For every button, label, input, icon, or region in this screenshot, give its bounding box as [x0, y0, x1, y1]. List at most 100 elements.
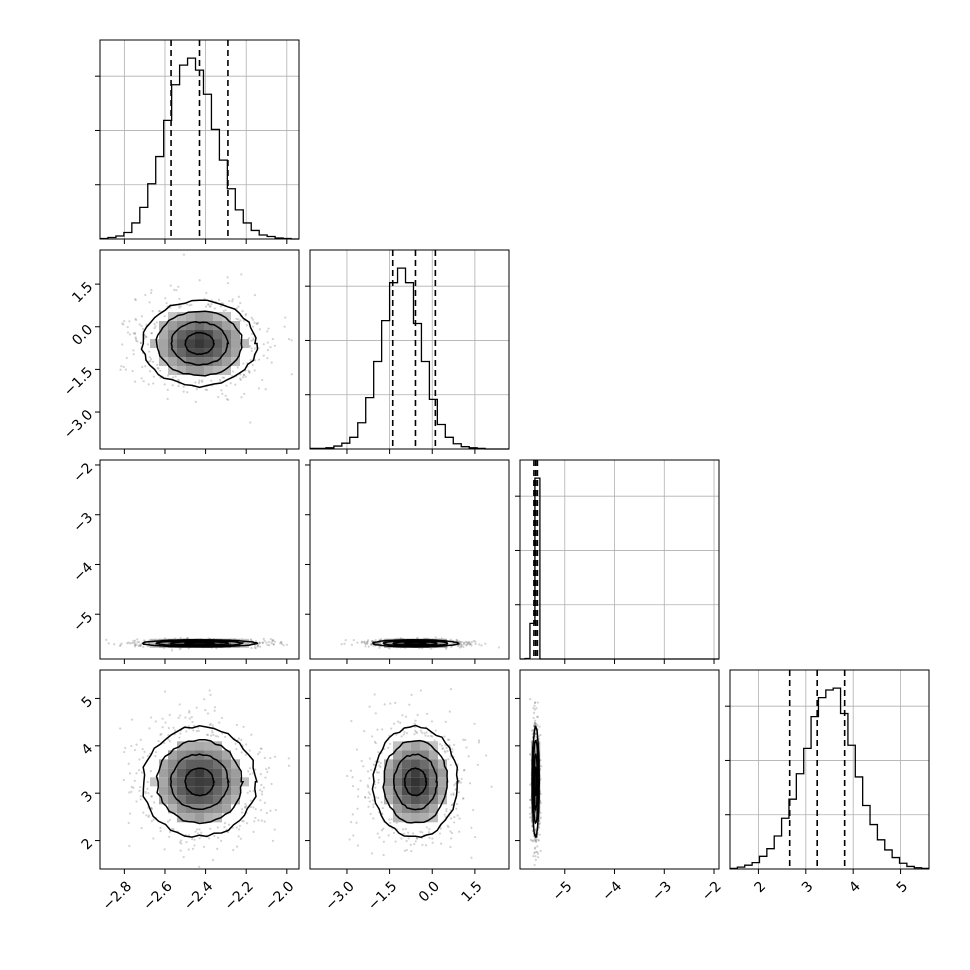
sample-point: [234, 383, 237, 386]
sample-point: [132, 786, 135, 789]
sample-point: [154, 325, 157, 328]
sample-point: [366, 784, 369, 787]
sample-point: [449, 638, 452, 641]
sample-point: [266, 349, 270, 352]
sample-point: [536, 723, 539, 727]
sample-point: [346, 774, 349, 778]
contour-level: [184, 331, 215, 356]
sample-point: [533, 851, 536, 854]
sample-point: [401, 714, 404, 717]
sample-point: [421, 731, 424, 734]
sample-point: [284, 316, 287, 319]
sample-point: [178, 703, 181, 706]
sample-point: [140, 377, 143, 380]
density-cell: [186, 777, 195, 787]
sample-point: [194, 381, 197, 384]
sample-point: [534, 839, 538, 842]
sample-point: [400, 735, 403, 738]
sample-point: [150, 806, 153, 809]
sample-point: [374, 638, 377, 642]
sample-point: [368, 757, 372, 760]
sample-point: [174, 375, 177, 378]
sample-point: [415, 837, 418, 840]
density-layer: [105, 636, 289, 652]
sample-point: [249, 421, 252, 424]
sample-point: [388, 818, 391, 821]
density-cell: [177, 357, 186, 367]
sample-point: [390, 727, 393, 730]
sample-point: [139, 341, 143, 345]
sample-point: [166, 820, 170, 823]
sample-point: [403, 832, 406, 835]
sample-point: [462, 643, 465, 646]
sample-point: [232, 848, 235, 852]
sample-point: [409, 843, 412, 846]
density-cell: [240, 777, 249, 787]
sample-point: [258, 788, 262, 792]
sample-point: [529, 752, 532, 756]
sample-point: [366, 641, 369, 645]
sample-point: [253, 644, 257, 647]
sample-point: [253, 646, 257, 649]
contour-level: [392, 753, 438, 811]
sample-point: [472, 808, 475, 812]
panel-background: [520, 460, 719, 659]
sample-point: [441, 747, 444, 750]
sample-point: [254, 646, 257, 650]
sample-point: [367, 639, 370, 642]
density-cell: [419, 768, 429, 778]
density-cell: [204, 795, 213, 805]
sample-point: [128, 772, 132, 775]
density-cell: [159, 339, 168, 349]
sample-point: [105, 638, 108, 642]
density-cell: [222, 759, 231, 769]
sample-point: [217, 735, 220, 738]
contour-level: [184, 767, 216, 797]
sample-point: [280, 642, 284, 646]
sample-point: [416, 837, 419, 840]
sample-point: [196, 832, 200, 835]
density-cell: [213, 768, 222, 778]
x-tick-label: 2: [752, 878, 770, 896]
sample-point: [211, 731, 214, 734]
sample-point: [267, 766, 271, 770]
sample-point: [154, 751, 158, 754]
sample-point: [251, 363, 254, 367]
contour-level: [533, 753, 539, 812]
x-tick-label: −4: [599, 878, 625, 904]
sample-point: [274, 808, 277, 812]
sample-point: [411, 832, 415, 835]
sample-point: [529, 753, 532, 756]
sample-point: [448, 710, 451, 713]
sample-point: [148, 727, 151, 730]
sample-point: [178, 648, 181, 651]
sample-point: [380, 801, 383, 804]
sample-point: [150, 807, 153, 810]
sample-point: [538, 725, 541, 728]
sample-point: [225, 384, 228, 387]
density-cell: [401, 786, 411, 796]
sample-point: [533, 723, 537, 727]
sample-point: [182, 856, 185, 859]
sample-point: [136, 641, 139, 644]
density-cell: [231, 777, 240, 787]
sample-point: [177, 285, 180, 288]
contour-level: [155, 310, 243, 377]
sample-point: [152, 818, 155, 821]
x-tick-label: 1.5: [459, 878, 486, 905]
sample-point: [126, 642, 129, 645]
sample-point: [287, 764, 291, 767]
sample-point: [434, 729, 437, 732]
contour-level: [403, 767, 428, 797]
panel-frame: [309, 459, 510, 660]
sample-point: [125, 356, 128, 360]
sample-point: [388, 647, 391, 650]
sample-point: [143, 334, 146, 337]
contour-level: [170, 321, 230, 366]
sample-point: [259, 747, 262, 750]
sample-point: [140, 324, 143, 328]
sample-point: [163, 741, 166, 745]
density-cell: [168, 750, 177, 760]
sample-point: [144, 293, 147, 297]
sample-point: [195, 388, 198, 391]
